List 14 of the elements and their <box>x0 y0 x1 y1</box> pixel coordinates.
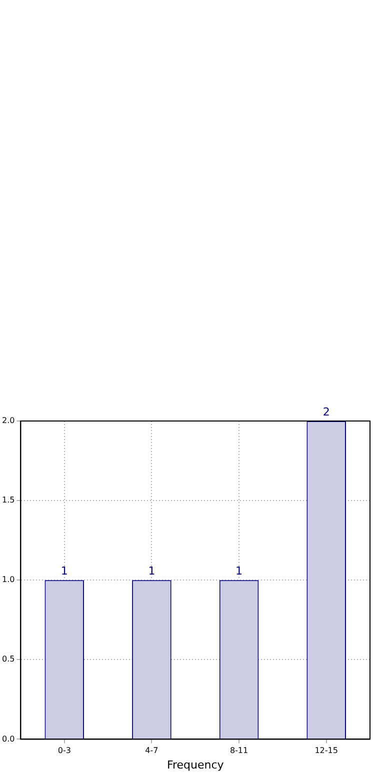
y-tick-label: 1.5 <box>2 496 15 505</box>
x-tick-label: 4-7 <box>145 746 158 756</box>
x-tick-label: 12-15 <box>314 746 338 756</box>
y-tick-label: 1.0 <box>2 575 15 584</box>
data-label: 1 <box>236 564 243 578</box>
y-tick-label: 0.0 <box>2 734 15 744</box>
data-label: 1 <box>148 564 156 578</box>
y-tick-label: 0.5 <box>2 654 15 664</box>
y-tick-label: 2.0 <box>2 416 15 426</box>
x-tick-label: 0-3 <box>58 746 71 756</box>
data-label: 1 <box>60 564 68 578</box>
data-label: 2 <box>322 405 330 418</box>
x-axis-title: Frequency <box>166 758 224 772</box>
x-tick-label: 8-11 <box>230 746 248 756</box>
